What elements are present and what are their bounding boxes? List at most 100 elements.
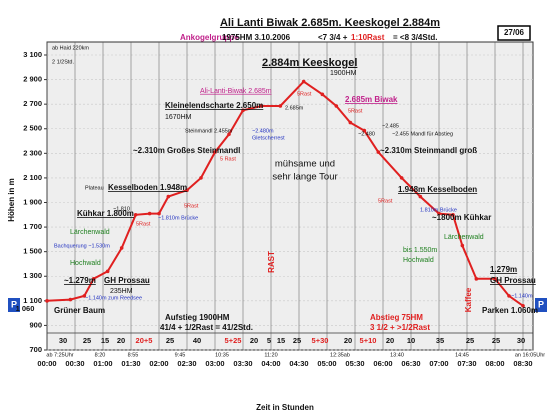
- annotation: 1 060: [16, 304, 35, 313]
- x-tick-label: 07:30: [457, 359, 476, 368]
- y-tick-label: 900: [29, 320, 42, 329]
- annotation: 2.884m Keeskogel: [262, 57, 357, 69]
- x-tick-label: 08:30: [513, 359, 532, 368]
- x-tick-label: 01:30: [121, 359, 140, 368]
- annotation: Hochwald: [403, 257, 434, 264]
- waypoint: [460, 243, 465, 248]
- rest-duration: 25: [83, 336, 91, 345]
- waypoint: [278, 104, 283, 108]
- annotation: Kleinelendscharte 2.650m: [165, 101, 263, 110]
- badge: 27/06: [504, 28, 525, 37]
- parking-sign: [535, 298, 547, 312]
- x-tick-label: 06:00: [373, 359, 392, 368]
- annotation: 5Rast: [378, 198, 393, 204]
- y-tick-label: 2 100: [23, 173, 42, 182]
- annotation: 1900HM: [330, 70, 357, 77]
- waypoint: [133, 212, 138, 217]
- rest-duration: 35: [436, 336, 444, 345]
- x-tick-label: 05:30: [345, 359, 364, 368]
- chart-title: Ali Lanti Biwak 2.685m. Keeskogel 2.884m: [220, 17, 440, 29]
- y-tick-label: 1 900: [23, 197, 42, 206]
- annotation: ~2.310m Steinmandl groß: [380, 146, 477, 155]
- waypoint: [68, 297, 73, 302]
- y-tick-label: 1 500: [23, 247, 42, 256]
- clock-time: ab 7:25Uhr: [46, 352, 73, 358]
- clock-time: 8:20: [95, 352, 106, 358]
- annotation: Kaffee: [464, 287, 473, 312]
- waypoint: [334, 104, 339, 108]
- waypoint: [166, 194, 171, 199]
- waypoint: [451, 212, 455, 217]
- annotation: Bachquerung ~1.530m: [54, 243, 110, 249]
- subtitle: <7 3/4 +: [318, 33, 348, 42]
- annotation: 1.279m: [490, 265, 517, 274]
- rest-duration: 5+10: [360, 336, 377, 345]
- waypoint: [82, 294, 87, 298]
- x-tick-label: 06:30: [401, 359, 420, 368]
- clock-time: 12:35ab: [330, 352, 350, 358]
- annotation: ~1.140m: [511, 293, 533, 299]
- annotation: 1.810m Brücke: [420, 207, 457, 213]
- annotation: Kühkar 1.800m: [77, 209, 134, 218]
- annotation: 41/4 + 1/2Rast = 41/2Std.: [160, 323, 253, 332]
- subtitle: 1975HM 3.10.2006: [222, 33, 291, 42]
- annotation: Grüner Baum: [54, 306, 105, 315]
- annotation: ~2.310m Großes Steinmandl: [133, 146, 240, 155]
- annotation: Abstieg 75HM: [370, 313, 423, 322]
- rest-duration: 30: [59, 336, 67, 345]
- rest-duration: 40: [193, 336, 201, 345]
- rest-duration: 25: [492, 336, 500, 345]
- annotation: mühsame und: [275, 159, 335, 170]
- waypoint: [45, 299, 49, 303]
- y-tick-label: 1 300: [23, 271, 42, 280]
- waypoint: [199, 176, 203, 180]
- y-axis-label: Höhen in m: [7, 178, 16, 222]
- annotation: GH Prossau: [490, 276, 536, 285]
- clock-time: 8:55: [128, 352, 139, 358]
- clock-time: 13:40: [390, 352, 404, 358]
- annotation: ~2.485: [382, 123, 399, 129]
- x-tick-label: 08:00: [485, 359, 504, 368]
- annotation: 5Rast: [136, 221, 151, 227]
- annotation: ~1.279m: [64, 276, 96, 285]
- annotation: 5Rast: [348, 108, 363, 114]
- annotation: 2.685m Biwak: [345, 95, 398, 104]
- annotation: ab Haid 220km: [52, 45, 89, 51]
- waypoint: [259, 104, 264, 108]
- x-tick-label: 02:30: [177, 359, 196, 368]
- x-tick-label: 01:00: [93, 359, 112, 368]
- annotation: 1.948m Kesselboden: [398, 185, 477, 194]
- rest-duration: 25: [166, 336, 174, 345]
- waypoint: [157, 211, 161, 216]
- waypoint: [521, 303, 525, 308]
- rest-duration: 20+5: [136, 336, 153, 345]
- annotation: ~1800m Kühkar: [432, 213, 491, 222]
- annotation: 5 Rast: [220, 156, 236, 162]
- x-tick-label: 04:30: [289, 359, 308, 368]
- x-tick-label: 00:00: [37, 359, 56, 368]
- rest-duration: 5+25: [225, 336, 242, 345]
- y-tick-label: 700: [29, 345, 42, 354]
- annotation: GH Prossau: [104, 276, 150, 285]
- y-tick-label: 2 500: [23, 124, 42, 133]
- y-tick-label: 1 700: [23, 222, 42, 231]
- annotation: Gletscherrest: [252, 135, 285, 141]
- annotation: ~2.480m: [252, 128, 274, 134]
- subtitle: 1:10Rast: [351, 33, 385, 42]
- subtitle: = <8 3/4Std.: [393, 33, 437, 42]
- annotation: sehr lange Tour: [272, 172, 337, 183]
- rest-duration: 20: [386, 336, 394, 345]
- badge-box: [497, 25, 531, 41]
- x-tick-label: 05:00: [317, 359, 336, 368]
- clock-time: 14:45: [455, 352, 469, 358]
- subtitle: Ankogelgruppe: [180, 33, 239, 42]
- x-axis-label: Zeit in Stunden: [256, 403, 314, 412]
- rest-duration: 20: [117, 336, 125, 345]
- waypoint: [185, 188, 189, 193]
- annotation: 2.685m: [285, 105, 304, 111]
- annotation: ~1.810m Brücke: [158, 215, 198, 221]
- elevation-line: [46, 80, 524, 307]
- waypoint: [213, 150, 217, 154]
- annotation: 235HM: [110, 288, 133, 295]
- waypoint: [362, 128, 367, 133]
